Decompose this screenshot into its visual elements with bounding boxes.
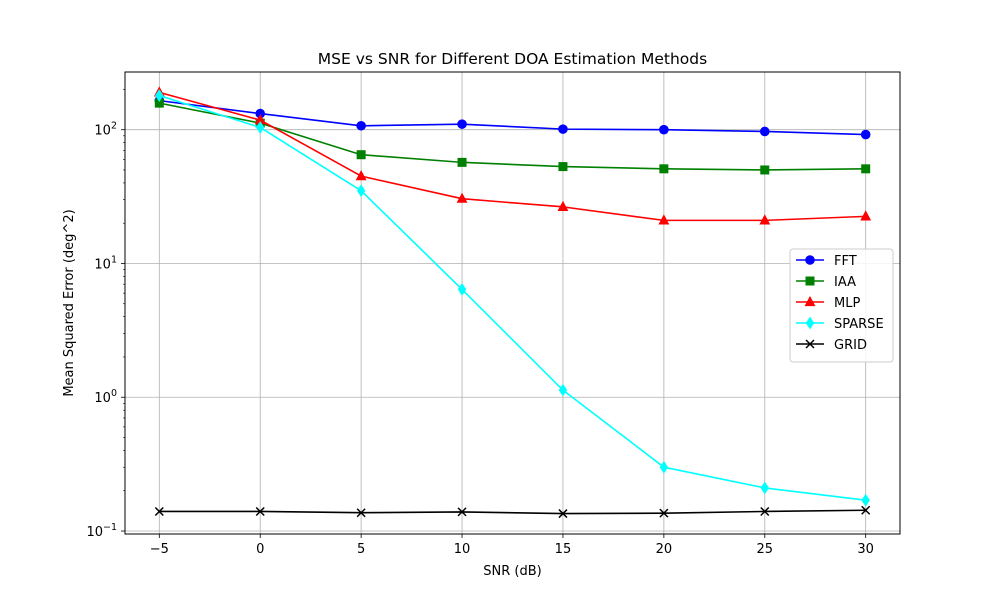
series-line-iaa: [159, 102, 866, 171]
data-point-sparse: [155, 89, 164, 102]
data-point-iaa: [659, 164, 669, 174]
data-point-sparse: [457, 282, 467, 296]
data-point-grid: [154, 506, 164, 517]
data-point-grid: [255, 506, 265, 517]
data-point-fft: [659, 124, 669, 135]
legend-marker-fft: [805, 255, 815, 265]
data-point-grid: [659, 508, 669, 518]
x-tick-label: 0: [256, 542, 264, 557]
x-marker-stroke: [861, 505, 871, 515]
series-line-mlp: [159, 91, 866, 222]
data-point-iaa: [457, 157, 467, 167]
data-point-fft: [860, 129, 871, 140]
series-line-grid: [159, 509, 866, 515]
data-point-mlp: [557, 200, 569, 211]
data-point-iaa: [861, 164, 871, 174]
legend-entry-sparse: SPARSE: [796, 316, 884, 332]
data-point-grid: [760, 506, 770, 517]
x-tick-label: 5: [357, 542, 365, 557]
x-marker-stroke: [255, 506, 265, 517]
y-tick-label: 10−1: [86, 522, 117, 540]
data-point-fft: [759, 126, 770, 137]
legend-marker-sparse: [805, 316, 815, 330]
legend-entry-grid: GRID: [796, 338, 867, 353]
legend-entry-fft: FFT: [796, 254, 857, 269]
data-point-fft: [457, 119, 467, 129]
data-point-sparse: [861, 493, 870, 507]
x-tick-label: 20: [656, 542, 673, 557]
data-point-fft: [356, 120, 366, 131]
x-marker-stroke: [659, 508, 669, 518]
x-marker-stroke: [356, 508, 366, 518]
data-point-sparse: [558, 383, 568, 397]
legend-entry-mlp: MLP: [796, 295, 860, 311]
data-point-mlp: [658, 214, 670, 225]
legend-marker-grid: [805, 339, 815, 349]
legend: FFT IAA MLP SPARSE GRID: [789, 248, 894, 363]
y-tick-label: 101: [94, 254, 117, 272]
x-tick-label: −5: [150, 542, 169, 557]
x-marker-stroke: [805, 339, 815, 349]
data-point-iaa: [558, 162, 568, 172]
legend-label-iaa: IAA: [834, 275, 856, 290]
data-point-sparse: [256, 121, 265, 134]
legend-label-grid: GRID: [834, 338, 867, 353]
series-grid: [154, 505, 871, 519]
x-marker-stroke: [154, 506, 164, 517]
series-layer: [153, 86, 872, 519]
data-point-sparse: [659, 460, 669, 474]
data-point-mlp: [355, 170, 367, 181]
data-point-sparse: [356, 184, 366, 198]
x-tick-label: 10: [454, 542, 471, 557]
legend-marker-iaa: [805, 276, 815, 286]
y-tick-label: 102: [94, 121, 117, 139]
data-point-iaa: [760, 165, 770, 175]
data-point-fft: [558, 124, 568, 134]
data-point-mlp: [860, 210, 872, 221]
x-marker-stroke: [760, 506, 770, 517]
x-marker-stroke: [558, 509, 568, 519]
grid: [125, 72, 900, 534]
x-tick-label: 15: [555, 542, 572, 557]
y-axis-label: Mean Squared Error (deg^2): [62, 209, 77, 396]
ticks: −5 0 5 10 15 20 25 30 10−1 100 101 102: [86, 89, 874, 557]
data-point-mlp: [456, 192, 468, 203]
legend-label-sparse: SPARSE: [834, 317, 884, 332]
chart-title: MSE vs SNR for Different DOA Estimation …: [318, 50, 707, 68]
data-point-grid: [558, 509, 568, 519]
series-line-fft: [159, 99, 866, 136]
legend-entry-iaa: IAA: [796, 275, 856, 290]
x-marker-stroke: [457, 507, 467, 517]
series-sparse: [155, 89, 870, 507]
legend-label-mlp: MLP: [834, 296, 860, 311]
data-point-grid: [457, 507, 467, 517]
y-tick-label: 100: [94, 388, 117, 406]
data-point-grid: [861, 505, 871, 515]
legend-box: [789, 248, 894, 363]
legend-marker-mlp: [804, 295, 816, 307]
data-point-iaa: [356, 150, 366, 160]
x-axis-label: SNR (dB): [483, 564, 541, 579]
plot-frame: [124, 71, 901, 535]
data-point-sparse: [760, 481, 769, 495]
x-tick-label: 25: [757, 542, 774, 557]
series-line-sparse: [159, 94, 866, 501]
legend-label-fft: FFT: [834, 254, 857, 269]
data-point-grid: [356, 508, 366, 518]
data-point-mlp: [759, 214, 771, 225]
x-tick-label: 30: [857, 542, 874, 557]
